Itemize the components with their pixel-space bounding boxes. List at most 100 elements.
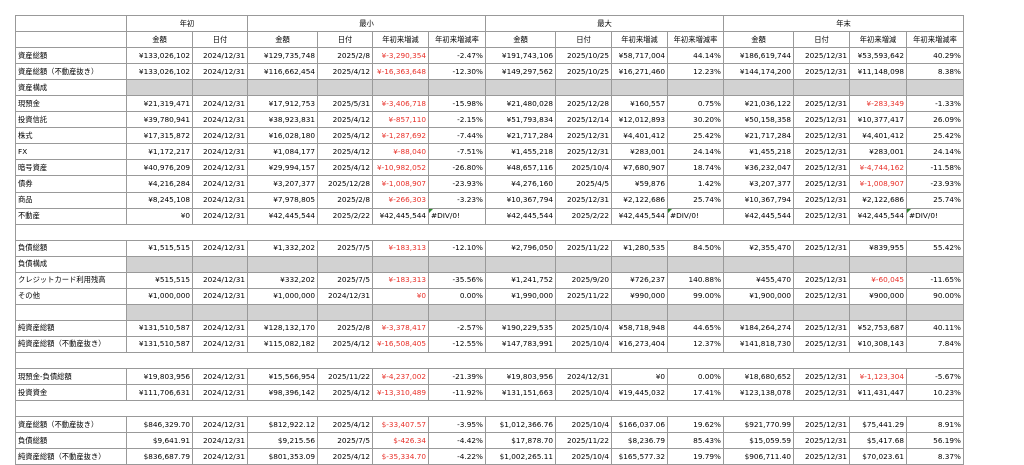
value-cell[interactable]: 2024/12/31: [192, 416, 248, 434]
value-cell[interactable]: -11.65%: [906, 271, 964, 289]
value-cell[interactable]: ¥149,297,562: [485, 63, 556, 81]
value-cell[interactable]: 7.84%: [906, 335, 964, 353]
value-cell[interactable]: 90.00%: [906, 287, 964, 305]
value-cell[interactable]: ¥-857,110: [372, 111, 429, 129]
value-cell[interactable]: ¥53,593,642: [849, 47, 907, 65]
value-cell[interactable]: 2025/10/4: [555, 159, 612, 177]
value-cell[interactable]: #DIV/0!: [428, 207, 486, 225]
value-cell[interactable]: -26.80%: [428, 159, 486, 177]
value-cell[interactable]: ¥16,028,180: [247, 127, 318, 145]
value-cell[interactable]: ¥839,955: [849, 239, 907, 257]
value-cell[interactable]: ¥726,237: [611, 271, 668, 289]
value-cell[interactable]: 2025/12/31: [555, 143, 612, 161]
value-cell[interactable]: 12.23%: [667, 63, 724, 81]
value-cell[interactable]: 2024/12/31: [317, 287, 373, 305]
value-cell[interactable]: 2025/12/14: [555, 111, 612, 129]
value-cell[interactable]: 56.19%: [906, 432, 964, 450]
value-cell[interactable]: 2025/12/31: [793, 47, 850, 65]
value-cell[interactable]: 2024/12/31: [192, 271, 248, 289]
value-cell[interactable]: -12.30%: [428, 63, 486, 81]
value-cell[interactable]: ¥2,355,470: [723, 239, 794, 257]
value-cell[interactable]: ¥332,202: [247, 271, 318, 289]
value-cell[interactable]: 55.42%: [906, 239, 964, 257]
value-cell[interactable]: ¥42,445,544: [372, 207, 429, 225]
value-cell[interactable]: ¥0: [611, 368, 668, 386]
value-cell[interactable]: -2.57%: [428, 319, 486, 337]
value-cell[interactable]: 2025/12/31: [793, 271, 850, 289]
value-cell[interactable]: -7.51%: [428, 143, 486, 161]
value-cell[interactable]: ¥0: [372, 287, 429, 305]
value-cell[interactable]: $836,687.79: [126, 448, 193, 465]
value-cell[interactable]: 2025/2/22: [555, 207, 612, 225]
value-cell[interactable]: 2025/4/12: [317, 127, 373, 145]
value-cell[interactable]: ¥10,308,143: [849, 335, 907, 353]
value-cell[interactable]: ¥40,976,209: [126, 159, 193, 177]
value-cell[interactable]: 2025/4/12: [317, 143, 373, 161]
value-cell[interactable]: ¥4,276,160: [485, 175, 556, 193]
value-cell[interactable]: 30.20%: [667, 111, 724, 129]
value-cell[interactable]: ¥-1,123,304: [849, 368, 907, 386]
value-cell[interactable]: 2025/4/5: [555, 175, 612, 193]
value-cell[interactable]: 2025/4/12: [317, 335, 373, 353]
value-cell[interactable]: ¥51,793,834: [485, 111, 556, 129]
value-cell[interactable]: $-33,407.57: [372, 416, 429, 434]
value-cell[interactable]: -2.47%: [428, 47, 486, 65]
value-cell[interactable]: ¥21,717,284: [485, 127, 556, 145]
value-cell[interactable]: 44.14%: [667, 47, 724, 65]
value-cell[interactable]: 2025/2/8: [317, 319, 373, 337]
value-cell[interactable]: 19.79%: [667, 448, 724, 465]
value-cell[interactable]: $15,059.59: [723, 432, 794, 450]
value-cell[interactable]: 2025/9/20: [555, 271, 612, 289]
value-cell[interactable]: ¥58,717,004: [611, 47, 668, 65]
value-cell[interactable]: 85.43%: [667, 432, 724, 450]
value-cell[interactable]: ¥19,445,032: [611, 384, 668, 402]
value-cell[interactable]: -11.58%: [906, 159, 964, 177]
value-cell[interactable]: ¥515,515: [126, 271, 193, 289]
value-cell[interactable]: 2025/12/31: [793, 143, 850, 161]
value-cell[interactable]: 2025/4/12: [317, 448, 373, 465]
value-cell[interactable]: ¥15,566,954: [247, 368, 318, 386]
value-cell[interactable]: $846,329.70: [126, 416, 193, 434]
value-cell[interactable]: 2025/12/31: [793, 239, 850, 257]
value-cell[interactable]: ¥184,264,274: [723, 319, 794, 337]
value-cell[interactable]: 2025/12/31: [555, 191, 612, 209]
value-cell[interactable]: ¥455,470: [723, 271, 794, 289]
value-cell[interactable]: ¥1,900,000: [723, 287, 794, 305]
value-cell[interactable]: 2024/12/31: [192, 111, 248, 129]
value-cell[interactable]: $8,236.79: [611, 432, 668, 450]
value-cell[interactable]: 2024/12/31: [192, 63, 248, 81]
value-cell[interactable]: ¥10,367,794: [723, 191, 794, 209]
value-cell[interactable]: -21.39%: [428, 368, 486, 386]
value-cell[interactable]: #DIV/0!: [906, 207, 964, 225]
value-cell[interactable]: 2025/12/31: [793, 207, 850, 225]
value-cell[interactable]: 2025/12/31: [793, 368, 850, 386]
value-cell[interactable]: 2025/12/31: [793, 159, 850, 177]
value-cell[interactable]: 2025/7/5: [317, 239, 373, 257]
value-cell[interactable]: 44.65%: [667, 319, 724, 337]
value-cell[interactable]: $9,215.56: [247, 432, 318, 450]
value-cell[interactable]: $9,641.91: [126, 432, 193, 450]
value-cell[interactable]: 2025/4/12: [317, 416, 373, 434]
value-cell[interactable]: 2025/10/25: [555, 47, 612, 65]
value-cell[interactable]: ¥-1,287,692: [372, 127, 429, 145]
value-cell[interactable]: ¥133,026,102: [126, 47, 193, 65]
value-cell[interactable]: ¥190,229,535: [485, 319, 556, 337]
value-cell[interactable]: -7.44%: [428, 127, 486, 145]
value-cell[interactable]: ¥11,148,098: [849, 63, 907, 81]
value-cell[interactable]: 0.00%: [667, 368, 724, 386]
value-cell[interactable]: 8.38%: [906, 63, 964, 81]
value-cell[interactable]: ¥4,216,284: [126, 175, 193, 193]
value-cell[interactable]: ¥-16,508,405: [372, 335, 429, 353]
value-cell[interactable]: $921,770.99: [723, 416, 794, 434]
value-cell[interactable]: ¥1,455,218: [723, 143, 794, 161]
value-cell[interactable]: 2025/12/31: [793, 175, 850, 193]
value-cell[interactable]: 2024/12/31: [192, 95, 248, 113]
value-cell[interactable]: 2025/4/12: [317, 384, 373, 402]
value-cell[interactable]: 2024/12/31: [192, 432, 248, 450]
value-cell[interactable]: $1,012,366.76: [485, 416, 556, 434]
value-cell[interactable]: $1,002,265.11: [485, 448, 556, 465]
value-cell[interactable]: ¥29,994,157: [247, 159, 318, 177]
value-cell[interactable]: -11.92%: [428, 384, 486, 402]
value-cell[interactable]: 2025/12/28: [317, 175, 373, 193]
value-cell[interactable]: 24.14%: [667, 143, 724, 161]
